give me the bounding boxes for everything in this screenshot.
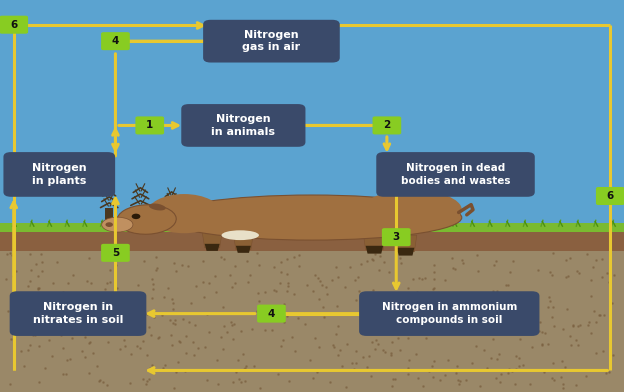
Ellipse shape <box>102 217 133 232</box>
Circle shape <box>105 222 113 227</box>
FancyBboxPatch shape <box>181 104 305 147</box>
Ellipse shape <box>162 195 462 240</box>
Polygon shape <box>363 233 386 250</box>
Bar <box>0 229 624 251</box>
FancyBboxPatch shape <box>0 16 28 34</box>
Bar <box>0 223 624 232</box>
Text: 6: 6 <box>10 20 17 30</box>
Bar <box>0 0 624 229</box>
Polygon shape <box>205 244 220 251</box>
Text: 5: 5 <box>112 248 119 258</box>
Bar <box>105 208 113 222</box>
FancyBboxPatch shape <box>4 152 115 197</box>
Text: 2: 2 <box>383 120 391 131</box>
Polygon shape <box>397 248 414 256</box>
Text: Nitrogen in
nitrates in soil: Nitrogen in nitrates in soil <box>33 302 123 325</box>
FancyBboxPatch shape <box>101 244 130 262</box>
FancyBboxPatch shape <box>373 116 401 134</box>
Circle shape <box>132 214 140 219</box>
Text: 1: 1 <box>146 120 154 131</box>
Polygon shape <box>366 246 383 254</box>
FancyBboxPatch shape <box>101 32 130 50</box>
Text: Nitrogen in dead
bodies and wastes: Nitrogen in dead bodies and wastes <box>401 163 510 186</box>
Polygon shape <box>202 232 222 248</box>
Ellipse shape <box>362 190 462 229</box>
Ellipse shape <box>147 194 222 233</box>
FancyBboxPatch shape <box>359 291 539 336</box>
Polygon shape <box>394 235 417 252</box>
Text: 4: 4 <box>268 309 275 319</box>
FancyBboxPatch shape <box>257 305 286 323</box>
Ellipse shape <box>117 205 176 234</box>
Text: 4: 4 <box>112 36 119 46</box>
Bar <box>137 207 144 222</box>
Bar <box>168 209 175 222</box>
FancyBboxPatch shape <box>376 152 535 197</box>
Text: Nitrogen in ammonium
compounds in soil: Nitrogen in ammonium compounds in soil <box>382 302 517 325</box>
Text: 6: 6 <box>607 191 614 201</box>
Ellipse shape <box>222 230 259 240</box>
FancyBboxPatch shape <box>9 291 146 336</box>
Ellipse shape <box>149 203 165 211</box>
Polygon shape <box>236 246 251 253</box>
Text: Nitrogen
in plants: Nitrogen in plants <box>32 163 87 186</box>
FancyBboxPatch shape <box>596 187 624 205</box>
Bar <box>0 251 624 392</box>
Polygon shape <box>233 234 253 250</box>
Text: Nitrogen
in animals: Nitrogen in animals <box>212 114 275 137</box>
Text: Nitrogen
gas in air: Nitrogen gas in air <box>242 30 301 53</box>
FancyBboxPatch shape <box>203 20 339 63</box>
Text: 3: 3 <box>392 232 400 242</box>
FancyBboxPatch shape <box>382 228 411 246</box>
FancyBboxPatch shape <box>135 116 164 134</box>
